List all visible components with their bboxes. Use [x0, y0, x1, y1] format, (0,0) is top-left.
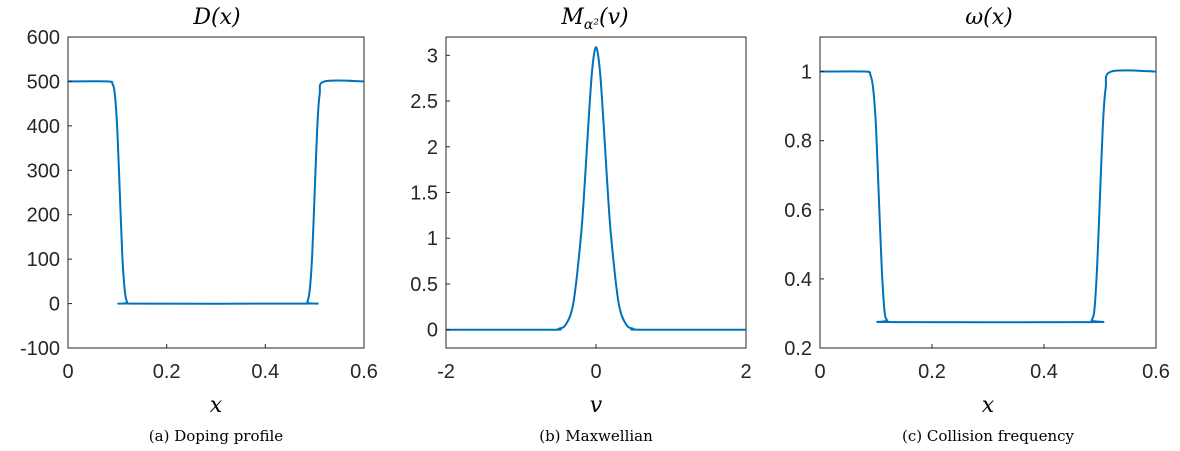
y-tick-label: 0.6 — [784, 200, 812, 222]
series-line — [819, 69, 1157, 324]
y-tick-label: 0.5 — [410, 274, 438, 296]
y-tick-label: 0 — [49, 294, 60, 316]
x-tick-label: 0.4 — [251, 361, 279, 383]
panel-maxwellian: Mα²(v) v (b) Maxwellian 0 0.5 1 1.5 2 2.5 3 -2 0… — [410, 5, 751, 445]
y-tick-label: 3 — [427, 45, 438, 67]
panel-collision-frequency: ω(x) x (c) Collision frequency 0.2 0.4 0.6… — [784, 5, 1170, 445]
x-axis-label: v — [590, 393, 603, 418]
panel-title: Mα²(v) — [560, 5, 628, 33]
x-axis-label: x — [982, 393, 995, 418]
y-tick-label: 1 — [801, 62, 812, 84]
y-tick-label: 0.2 — [784, 338, 812, 360]
x-tick-label: 0.2 — [918, 361, 946, 383]
x-tick-label: 0.6 — [350, 361, 378, 383]
y-tick-label: 200 — [27, 205, 60, 227]
y-tick-label: 1.5 — [410, 183, 438, 205]
x-tick-label: 2 — [740, 361, 751, 383]
plot-frame — [67, 36, 365, 349]
caption: (a) Doping profile — [149, 427, 284, 445]
y-tick-label: 1 — [427, 228, 438, 250]
x-tick-label: 0 — [590, 361, 601, 383]
x-tick-label: 0.4 — [1030, 361, 1058, 383]
plot-frame — [819, 36, 1157, 349]
x-tick-label: 0.6 — [1142, 361, 1170, 383]
y-tick-label: 300 — [27, 160, 60, 182]
x-tick-label: 0 — [814, 361, 825, 383]
plot-frame — [445, 36, 747, 349]
x-tick-label: 0.2 — [153, 361, 181, 383]
y-tick-label: 2.5 — [410, 91, 438, 113]
y-tick-label: 0.8 — [784, 131, 812, 153]
y-tick-label: 0 — [427, 320, 438, 342]
y-tick-label: 400 — [27, 116, 60, 138]
y-tick-label: 500 — [27, 71, 60, 93]
y-tick-label: 600 — [27, 27, 60, 49]
y-tick-label: 2 — [427, 137, 438, 159]
panel-title: D(x) — [192, 5, 240, 30]
x-tick-label: 0 — [62, 361, 73, 383]
y-tick-label: 0.4 — [784, 269, 812, 291]
y-tick-label: -100 — [20, 338, 60, 360]
series-line — [67, 79, 365, 305]
y-tick-label: 100 — [27, 249, 60, 271]
caption: (b) Maxwellian — [539, 427, 653, 445]
panel-doping-profile: D(x) x (a) Doping profile -1000100200300… — [20, 5, 378, 445]
x-axis-label: x — [210, 393, 223, 418]
panel-title: ω(x) — [965, 5, 1013, 30]
series-line — [445, 46, 747, 331]
caption: (c) Collision frequency — [902, 427, 1075, 445]
x-tick-label: -2 — [437, 361, 455, 383]
